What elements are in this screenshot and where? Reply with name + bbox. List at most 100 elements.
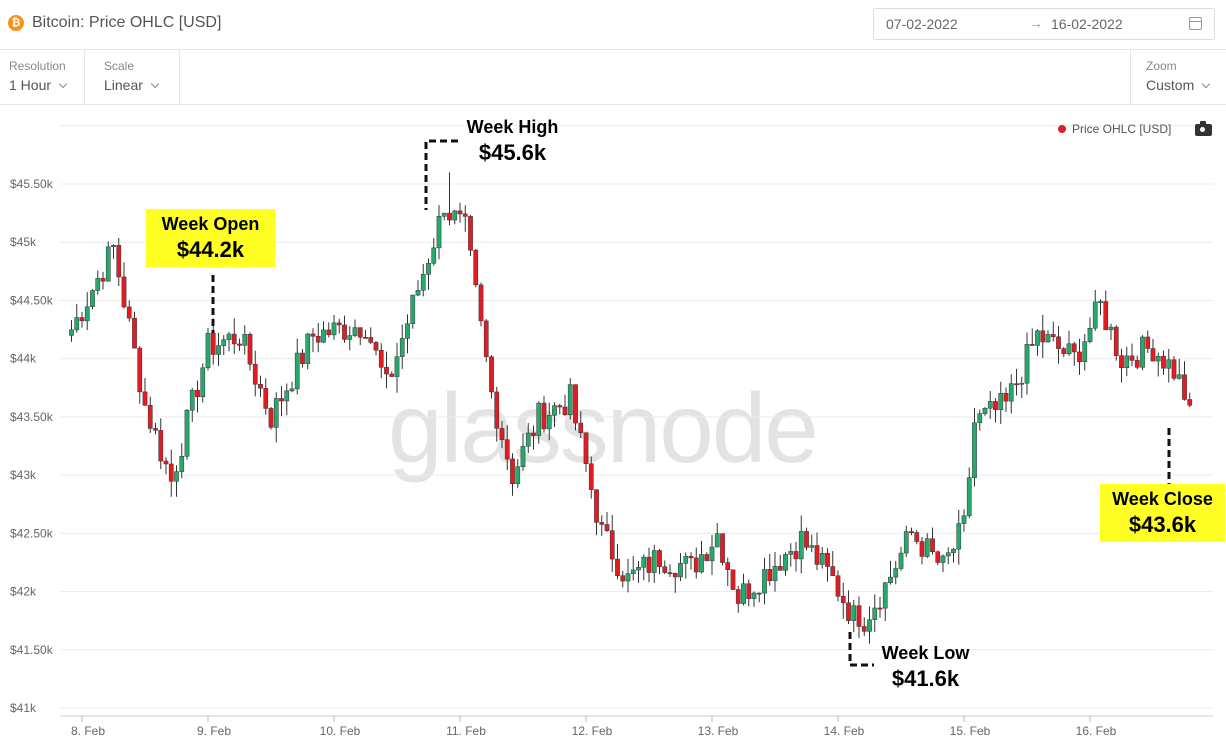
candlestick-chart: $41k $41.50k $42k $42.50k $43k $43.50k $44k $44…	[10, 125, 1213, 738]
candle-body	[699, 554, 704, 573]
candle-body	[305, 333, 311, 364]
candle-body	[851, 605, 857, 621]
candle-body	[499, 428, 505, 440]
candle-body	[898, 552, 904, 569]
candle-body	[1045, 334, 1051, 343]
resolution-select[interactable]: Resolution 1 Hour	[0, 50, 85, 105]
candle-body	[573, 384, 578, 424]
candle-body	[1035, 330, 1040, 346]
candle-body	[79, 317, 85, 322]
zoom-value: Custom	[1146, 77, 1195, 93]
candle-body	[368, 337, 374, 343]
candle-body	[168, 463, 174, 482]
candle-body	[489, 356, 494, 393]
candle-body	[252, 363, 258, 385]
candle-body	[903, 531, 909, 554]
candle-body	[121, 276, 127, 308]
camera-icon[interactable]	[1195, 121, 1212, 136]
candle-body	[924, 538, 930, 557]
candle-body	[210, 332, 216, 355]
candle-body	[746, 583, 752, 599]
candle-body	[651, 550, 657, 573]
week-high-leader	[424, 139, 458, 210]
candle-body	[741, 583, 746, 604]
legend[interactable]: Price OHLC [USD]	[1058, 122, 1171, 136]
candle-body	[1108, 326, 1114, 331]
candle-body	[105, 246, 111, 282]
legend-dot	[1058, 125, 1066, 133]
candle-body	[1166, 359, 1172, 369]
scale-select[interactable]: Scale Linear	[85, 50, 180, 105]
candle-body	[342, 324, 347, 340]
bitcoin-icon: ₿	[8, 15, 24, 31]
candle-body	[867, 619, 872, 632]
candle-body	[363, 337, 368, 339]
week-open-value: $44.2k	[176, 236, 245, 262]
candle-body	[804, 531, 809, 548]
candle-body	[347, 335, 353, 340]
week-low-value: $41.6k	[891, 665, 960, 691]
y-tick-label: $45.50k	[10, 177, 54, 191]
week-open-title: Week Open	[161, 214, 260, 234]
candle-body	[657, 550, 662, 567]
week-close-title: Week Close	[1112, 489, 1213, 509]
date-end-input[interactable]: 16-02-2022	[1051, 16, 1123, 32]
candle-body	[221, 339, 227, 346]
candle-body	[720, 533, 725, 563]
y-tick-label: $43.50k	[10, 410, 54, 424]
week-high-annotation: Week High $45.6k	[455, 116, 570, 166]
candle-body	[956, 523, 962, 550]
candle-body	[237, 343, 242, 346]
candle-body	[331, 322, 337, 336]
candle-body	[436, 215, 442, 249]
candle-body	[1061, 348, 1067, 354]
candle-body	[1087, 327, 1093, 342]
candle-body	[840, 596, 846, 604]
candle-body	[861, 626, 867, 632]
candle-body	[284, 390, 290, 402]
candle-body	[914, 532, 920, 542]
candle-body	[709, 546, 715, 562]
candle-body	[525, 432, 531, 447]
candle-body	[226, 333, 232, 340]
candle-body	[1082, 341, 1088, 363]
candle-body	[772, 566, 778, 582]
candle-body	[142, 391, 148, 406]
candle-body	[688, 556, 694, 559]
candle-body	[1176, 374, 1182, 379]
x-tick-label: 14. Feb	[824, 724, 865, 738]
calendar-icon[interactable]	[1189, 17, 1202, 30]
chart-title: Bitcoin: Price OHLC [USD]	[32, 14, 222, 31]
candle-body	[620, 575, 626, 582]
candle-body	[231, 333, 237, 345]
candle-body	[877, 607, 883, 610]
candle-body	[767, 569, 773, 582]
candle-body	[567, 384, 573, 416]
candle-body	[126, 306, 132, 319]
y-tick-label: $41.50k	[10, 643, 54, 657]
zoom-select[interactable]: Zoom Custom	[1130, 50, 1226, 105]
candle-body	[1150, 348, 1156, 362]
candle-body	[583, 432, 589, 464]
candle-body	[195, 389, 200, 398]
candle-body	[625, 573, 631, 582]
candle-body	[100, 278, 106, 282]
week-close-value: $43.6k	[1128, 511, 1197, 537]
date-range-picker[interactable]: 07-02-2022 → 16-02-2022	[873, 8, 1215, 40]
candle-body	[935, 551, 941, 563]
date-start-input[interactable]: 07-02-2022	[886, 16, 958, 32]
candle-body	[494, 391, 500, 429]
candle-body	[615, 558, 620, 576]
candle-body	[504, 439, 510, 460]
candle-body	[420, 274, 426, 291]
candle-body	[672, 572, 678, 578]
candle-body	[909, 531, 914, 533]
candle-body	[268, 408, 274, 428]
candle-body	[515, 466, 521, 484]
candle-body	[987, 401, 993, 409]
candle-body	[872, 607, 878, 620]
candle-body	[578, 422, 584, 434]
candle-body	[468, 216, 473, 251]
candle-body	[258, 383, 263, 389]
candle-body	[993, 401, 998, 410]
